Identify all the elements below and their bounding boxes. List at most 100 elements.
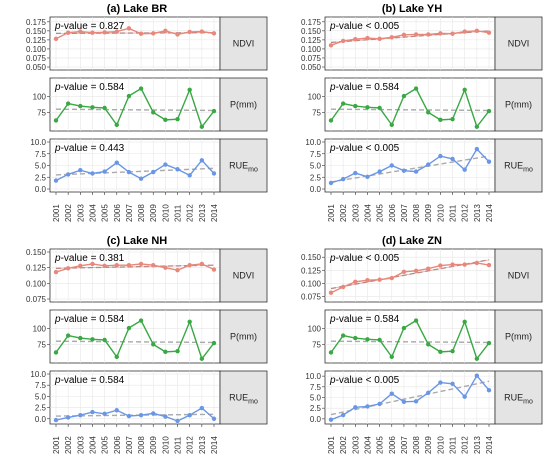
data-point xyxy=(365,337,370,342)
data-point xyxy=(438,117,443,123)
strip-label-main: NDVI xyxy=(233,271,255,281)
y-tick-label: 100 xyxy=(308,93,322,102)
data-point xyxy=(353,103,358,109)
x-tick-label: 2001 xyxy=(52,204,61,222)
y-tick-label: 10.0 xyxy=(305,372,321,381)
p-value-label: p-value = 0.584 xyxy=(54,82,125,93)
y-tick-label: 5.0 xyxy=(35,162,47,171)
data-point xyxy=(163,349,168,355)
trend-line xyxy=(330,340,490,344)
data-point xyxy=(138,86,144,91)
x-tick-label: 2004 xyxy=(88,204,97,222)
y-tick-label: 0.0 xyxy=(35,185,47,194)
strip-label-main: NDVI xyxy=(508,39,530,49)
strip-label-main: RUE xyxy=(504,393,523,403)
facet-pmm: 75 100 p-value = 0.584 P(mm) xyxy=(308,309,543,364)
trend-line xyxy=(330,155,490,183)
data-point xyxy=(450,156,455,162)
facet-strip-label: P(mm) xyxy=(505,332,532,342)
y-tick-label: 0.125 xyxy=(301,266,322,275)
p-value-label: p-value < 0.005 xyxy=(329,143,400,154)
p-value-text: -value = 0.827 xyxy=(61,21,125,32)
y-tick-label: 75 xyxy=(312,108,321,117)
facet-strip-label: NDVI xyxy=(508,271,530,281)
data-point xyxy=(102,169,107,174)
data-point xyxy=(65,415,71,420)
x-tick-label: 2003 xyxy=(76,436,85,454)
x-tick-label: 2008 xyxy=(412,436,421,454)
y-tick-label: 0.125 xyxy=(301,36,322,45)
data-point xyxy=(438,31,443,36)
facet-strip xyxy=(494,370,543,425)
data-point xyxy=(474,146,480,152)
plot-area xyxy=(49,77,221,132)
facet-strip-label: RUEmo xyxy=(504,161,533,174)
facet-strip-label: P(mm) xyxy=(230,100,257,110)
x-tick-label: 2001 xyxy=(327,204,336,222)
data-point xyxy=(426,32,431,37)
p-value-italic: p xyxy=(329,375,336,386)
data-point xyxy=(114,408,119,413)
p-value-label: p-value = 0.584 xyxy=(329,314,400,325)
data-point xyxy=(340,412,346,418)
data-point xyxy=(126,26,132,31)
data-point xyxy=(175,349,180,354)
data-point xyxy=(438,349,443,355)
p-value-text: -value < 0.005 xyxy=(336,375,400,386)
x-tick-label: 2008 xyxy=(412,204,421,222)
strip-label-sub: mo xyxy=(248,167,258,174)
y-tick-label: 75 xyxy=(37,108,46,117)
x-tick-label: 2010 xyxy=(436,204,445,222)
y-tick-label: 75 xyxy=(312,340,321,349)
x-tick-label: 2013 xyxy=(473,436,482,454)
data-point xyxy=(65,333,71,338)
data-point xyxy=(138,31,144,36)
data-point xyxy=(187,319,192,324)
plot-area xyxy=(49,309,221,364)
x-tick-label: 2012 xyxy=(461,436,470,454)
facet-strip xyxy=(219,248,268,303)
x-tick-label: 2014 xyxy=(485,204,494,222)
p-value-label: p-value = 0.584 xyxy=(54,314,125,325)
trend-line xyxy=(330,108,490,112)
y-tick-label: 0.150 xyxy=(301,253,322,262)
strip-label-main: NDVI xyxy=(508,271,530,281)
data-point xyxy=(78,263,83,268)
strip-label-main: NDVI xyxy=(233,39,255,49)
data-point xyxy=(389,275,394,281)
data-point xyxy=(486,159,492,164)
data-point xyxy=(438,153,443,159)
data-point xyxy=(426,110,431,115)
facet-strip-label: NDVI xyxy=(233,39,255,49)
x-tick-label: 2006 xyxy=(388,204,397,222)
data-point xyxy=(114,354,119,360)
data-point xyxy=(365,174,370,179)
data-point xyxy=(78,168,83,173)
data-point xyxy=(151,31,156,36)
data-point xyxy=(353,405,358,410)
y-tick-label: 0.125 xyxy=(26,264,47,273)
x-tick-label: 2009 xyxy=(424,204,433,222)
data-point xyxy=(126,413,132,419)
facet-strip-label: RUEmo xyxy=(229,161,258,174)
data-point xyxy=(474,373,480,378)
p-value-italic: p xyxy=(329,253,336,264)
y-tick-label: 2.5 xyxy=(310,404,322,413)
y-tick-label: 5.0 xyxy=(310,162,322,171)
data-point xyxy=(211,171,217,176)
data-point xyxy=(389,391,394,396)
p-value-text: -value < 0.005 xyxy=(336,21,400,32)
y-tick-label: 2.5 xyxy=(35,173,47,182)
p-value-italic: p xyxy=(54,314,61,325)
x-tick-label: 2005 xyxy=(376,436,385,454)
data-point xyxy=(486,30,492,35)
data-point xyxy=(462,262,467,267)
data-point xyxy=(377,337,382,343)
data-point xyxy=(365,278,370,283)
x-tick-label: 2010 xyxy=(436,436,445,454)
data-point xyxy=(426,266,431,271)
data-point xyxy=(211,267,217,272)
x-tick-label: 2006 xyxy=(388,436,397,454)
p-value-label: p-value = 0.827 xyxy=(54,21,125,32)
